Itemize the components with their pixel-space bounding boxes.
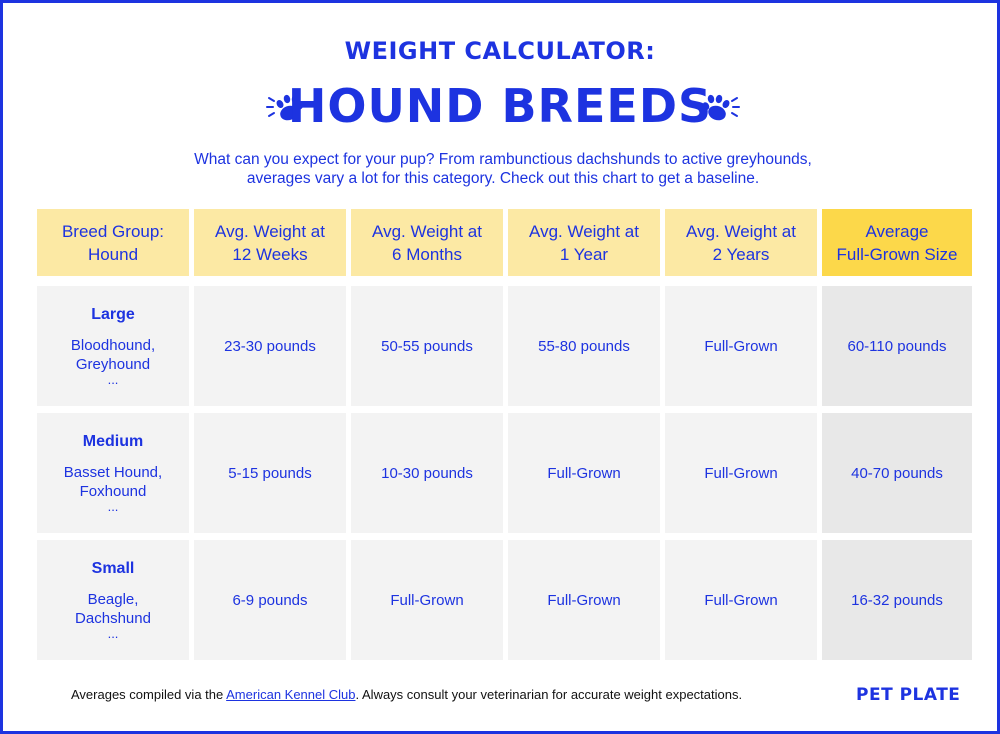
footnote-text: . Always consult your veterinarian for a…	[355, 687, 743, 702]
table-cell: Full-Grown	[665, 413, 817, 533]
header-line: 2 Years	[712, 244, 770, 264]
header-breed-group: Breed Group: Hound	[37, 209, 189, 276]
table-cell: Full-Grown	[351, 540, 503, 660]
breed-example: Dachshund	[75, 610, 151, 627]
breed-example: Foxhound	[79, 483, 147, 500]
breed-example: Bloodhound,	[70, 337, 156, 354]
size-label-medium: Medium Basset Hound, Foxhound ...	[37, 413, 189, 533]
header-12-weeks: Avg. Weight at 12 Weeks	[194, 209, 346, 276]
more-breeds: ...	[107, 626, 119, 641]
breed-example: Basset Hound,	[63, 464, 163, 481]
paw-print-icon	[702, 94, 740, 121]
intro-text: What can you expect for your pup? From r…	[103, 150, 903, 188]
size-name: Medium	[82, 433, 144, 450]
table-cell: 10-30 pounds	[351, 413, 503, 533]
header-6-months: Avg. Weight at 6 Months	[351, 209, 503, 276]
table-cell: Full-Grown	[508, 413, 660, 533]
footnote: Averages compiled via the American Kenne…	[71, 687, 742, 702]
intro-line: averages vary a lot for this category. C…	[246, 170, 760, 187]
header-line: Full-Grown Size	[836, 244, 958, 264]
table-cell: 55-80 pounds	[508, 286, 660, 406]
akc-link[interactable]: American Kennel Club	[226, 687, 356, 702]
brand-logo: PET PLATE	[856, 685, 961, 705]
breed-example: Greyhound	[75, 356, 151, 373]
table-cell-highlight: 40-70 pounds	[822, 413, 972, 533]
header-line: 1 Year	[559, 244, 609, 264]
footnote-text: Averages compiled via the	[71, 687, 227, 702]
more-breeds: ...	[107, 499, 119, 514]
paw-print-icon	[266, 94, 304, 121]
table-cell: 50-55 pounds	[351, 286, 503, 406]
table-cell-highlight: 16-32 pounds	[822, 540, 972, 660]
size-name: Large	[91, 306, 135, 323]
breed-example: Beagle,	[87, 591, 139, 608]
header-line: Hound	[87, 244, 139, 264]
size-label-small: Small Beagle, Dachshund ...	[37, 540, 189, 660]
table-cell-highlight: 60-110 pounds	[822, 286, 972, 406]
size-name: Small	[91, 560, 135, 577]
table-cell: Full-Grown	[508, 540, 660, 660]
page-kicker: WEIGHT CALCULATOR:	[344, 37, 656, 65]
table-cell: Full-Grown	[665, 286, 817, 406]
header-line: Breed Group:	[61, 221, 165, 241]
header-line: 12 Weeks	[232, 244, 308, 264]
header-line: Avg. Weight at	[529, 221, 639, 241]
table-cell: Full-Grown	[665, 540, 817, 660]
page-title: HOUND BREEDS	[287, 79, 713, 133]
header-1-year: Avg. Weight at 1 Year	[508, 209, 660, 276]
size-label-large: Large Bloodhound, Greyhound ...	[37, 286, 189, 406]
header-2-years: Avg. Weight at 2 Years	[665, 209, 817, 276]
table-cell: 6-9 pounds	[194, 540, 346, 660]
header-full-grown: Average Full-Grown Size	[822, 209, 972, 276]
more-breeds: ...	[107, 372, 119, 387]
header-line: Avg. Weight at	[215, 221, 325, 241]
table-cell: 5-15 pounds	[194, 413, 346, 533]
header-line: Average	[865, 221, 929, 241]
header-line: Avg. Weight at	[686, 221, 796, 241]
intro-line: What can you expect for your pup? From r…	[194, 151, 812, 168]
header-line: 6 Months	[392, 244, 462, 264]
header-line: Avg. Weight at	[372, 221, 482, 241]
table-cell: 23-30 pounds	[194, 286, 346, 406]
